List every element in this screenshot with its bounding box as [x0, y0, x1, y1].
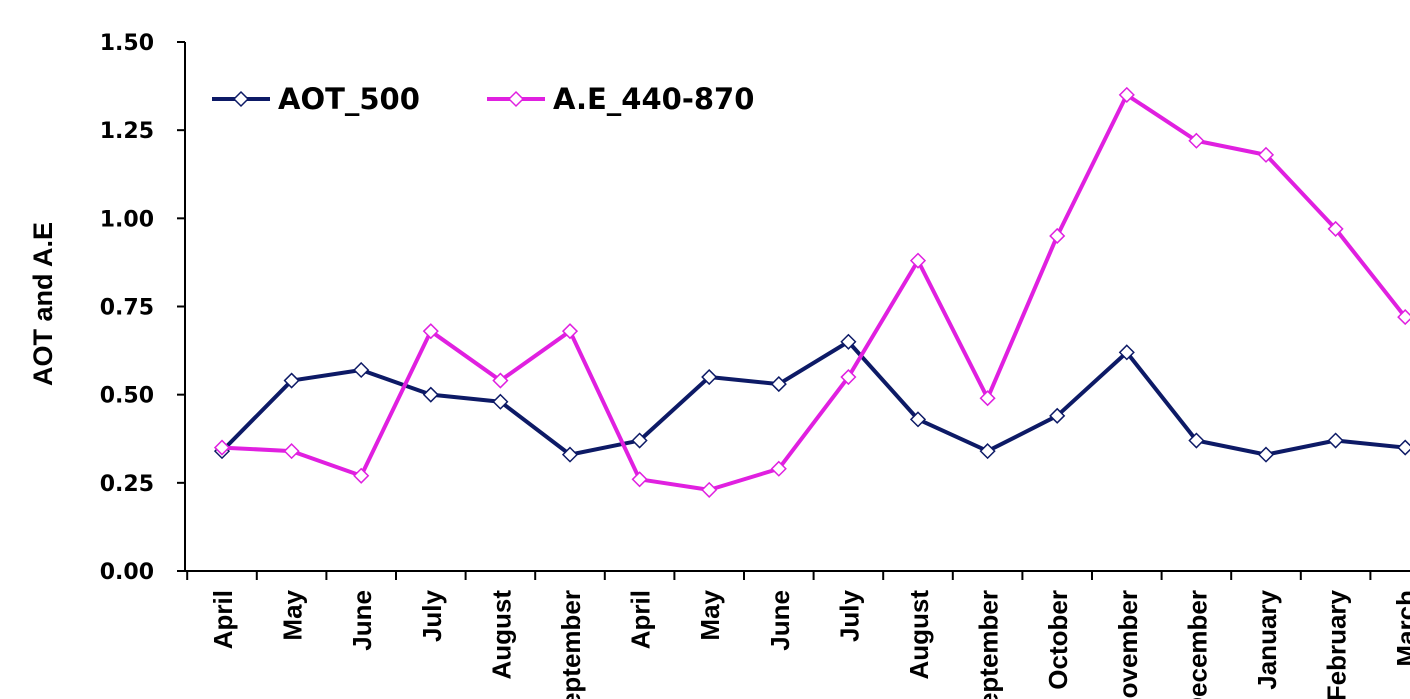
- data-point: [561, 323, 579, 340]
- legend: AOT_500 A.E_440-870: [212, 82, 754, 116]
- y-tick-label: 0.50: [100, 384, 154, 409]
- y-tick-label: 1.00: [100, 207, 154, 232]
- x-tick-label: October: [1043, 590, 1073, 690]
- x-tick-label: June: [765, 590, 795, 651]
- x-tick-label: June: [347, 590, 377, 651]
- x-tick-label: July: [417, 589, 447, 642]
- data-point: [1257, 146, 1275, 163]
- data-point: [353, 361, 370, 379]
- data-point: [1118, 344, 1135, 361]
- data-point: [213, 439, 231, 456]
- x-tick-label: August: [904, 590, 934, 680]
- data-point: [1327, 432, 1344, 449]
- data-point: [979, 443, 996, 460]
- data-point: [909, 411, 927, 428]
- data-point: [422, 323, 439, 340]
- data-point: [561, 446, 579, 463]
- y-tick-label: 0.00: [100, 560, 154, 585]
- y-axis-ticks: 0.00 0.25 0.50 0.75 1.00 1.25 1.50: [100, 31, 185, 585]
- legend-item: A.E_440-870: [487, 82, 754, 116]
- y-tick-label: 1.50: [100, 31, 154, 56]
- series-group: [213, 86, 1410, 498]
- data-point: [770, 460, 787, 477]
- series-1: [213, 333, 1410, 463]
- data-point: [979, 390, 996, 407]
- data-point: [283, 443, 300, 460]
- data-point: [1188, 432, 1205, 449]
- axes-group: [184, 42, 1410, 572]
- x-tick-label: May: [278, 589, 308, 640]
- x-tick-label: September: [974, 590, 1004, 699]
- data-point: [422, 386, 439, 403]
- x-axis-ticks: April May June July August September April May J…: [186, 571, 1410, 699]
- x-tick-label: July: [834, 589, 864, 642]
- data-point: [492, 372, 509, 389]
- legend-label: A.E_440-870: [553, 82, 754, 116]
- data-point: [631, 432, 648, 449]
- y-tick-label: 0.25: [100, 472, 154, 497]
- y-tick-label: 1.25: [100, 119, 154, 144]
- data-point: [1188, 132, 1205, 149]
- series-line: [220, 339, 1406, 457]
- x-tick-label: February: [1322, 589, 1352, 699]
- y-tick-label: 0.75: [100, 296, 154, 321]
- data-point: [1397, 439, 1410, 456]
- x-tick-label: November: [1113, 590, 1143, 699]
- x-tick-label: September: [556, 590, 586, 699]
- legend-item: AOT_500: [212, 82, 420, 116]
- x-tick-label: March: [1391, 590, 1410, 667]
- legend-marker: [507, 90, 525, 108]
- data-point: [492, 393, 509, 410]
- data-point: [840, 333, 857, 350]
- x-tick-label: May: [695, 589, 725, 640]
- legend-label: AOT_500: [278, 82, 420, 116]
- data-point: [1118, 86, 1135, 103]
- data-point: [631, 471, 648, 488]
- data-point: [909, 252, 927, 269]
- data-point: [1327, 220, 1344, 237]
- x-tick-label: December: [1182, 590, 1212, 699]
- data-point: [1049, 407, 1066, 424]
- x-tick-label: January: [1252, 589, 1282, 689]
- x-tick-label: April: [208, 590, 238, 649]
- x-tick-label: April: [626, 590, 656, 649]
- series-line: [221, 92, 1407, 492]
- data-point: [1049, 227, 1066, 245]
- legend-marker: [232, 90, 250, 108]
- y-axis-title: AOT and A.E: [28, 222, 58, 386]
- series-2: [213, 86, 1410, 498]
- data-point: [701, 481, 718, 498]
- x-tick-label: August: [486, 590, 516, 680]
- data-point: [840, 368, 857, 386]
- data-point: [701, 368, 718, 386]
- data-point: [283, 372, 300, 389]
- data-point: [770, 376, 787, 393]
- data-point: [353, 467, 370, 484]
- data-point: [1257, 446, 1275, 463]
